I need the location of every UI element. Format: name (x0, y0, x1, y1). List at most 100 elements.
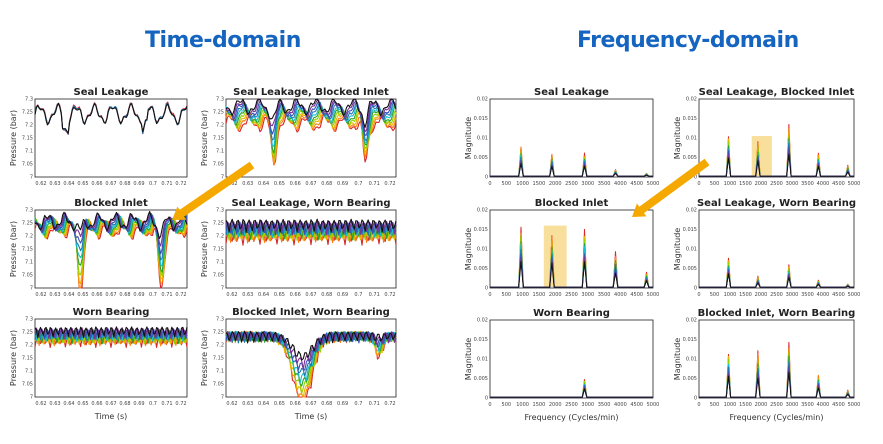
x-tick-label: 0.7 (354, 292, 362, 298)
series-line (490, 388, 653, 398)
x-tick-label: 0.71 (161, 181, 172, 187)
x-tick-label: 0.64 (258, 401, 269, 407)
x-tick-label: 0.71 (369, 292, 380, 298)
x-tick-label: 1500 (739, 181, 752, 187)
x-tick-label: 500 (502, 181, 512, 187)
y-tick-label: 0.02 (477, 97, 488, 103)
y-tick-label: 0.005 (474, 376, 488, 382)
x-tick-label: 0.64 (63, 181, 74, 187)
x-tick-label: 1500 (533, 181, 546, 187)
y-tick-label: 0.01 (686, 247, 697, 253)
freq-panel-5: Worn Bearing 0 0.005 0.01 0.015 0.02 0 500 1000 1… (464, 308, 659, 422)
x-tick-label: 0.66 (290, 181, 301, 187)
x-tick-label: 0.72 (384, 181, 395, 187)
time-panel-title: Seal Leakage (74, 87, 149, 98)
x-axis-label: Time (s) (294, 412, 328, 421)
y-tick-label: 7.25 (213, 330, 224, 336)
x-tick-label: 0.62 (35, 401, 46, 407)
freq-panel-title: Blocked Inlet, Worn Bearing (698, 308, 856, 319)
y-tick-label: 7.15 (22, 356, 33, 362)
y-tick-label: 0.005 (474, 266, 488, 272)
series-line (490, 260, 653, 288)
series-line (34, 214, 188, 261)
x-tick-label: 0 (488, 292, 491, 298)
x-tick-label: 4000 (817, 402, 830, 408)
x-axis-label: Time (s) (94, 412, 128, 421)
y-tick-label: 7.2 (216, 234, 224, 240)
x-tick-label: 5000 (848, 292, 861, 298)
x-tick-label: 0.71 (161, 401, 172, 407)
x-tick-label: 0 (697, 292, 700, 298)
x-tick-label: 0.65 (77, 401, 88, 407)
x-tick-label: 3000 (581, 292, 594, 298)
y-axis-label: Magnitude (464, 117, 473, 159)
x-tick-label: 0.67 (305, 401, 316, 407)
x-tick-label: 2000 (755, 292, 768, 298)
x-tick-label: 0.69 (337, 292, 348, 298)
y-tick-label: 0 (485, 396, 488, 402)
y-tick-label: 7.2 (216, 123, 224, 129)
y-tick-label: 0.02 (686, 318, 697, 324)
time-panel-6: Blocked Inlet, Worn Bearing 7 7.05 7.1 7.15 7… (200, 307, 397, 421)
y-axis-label: Pressure (bar) (9, 221, 18, 277)
x-tick-label: 0.67 (305, 181, 316, 187)
x-tick-label: 0.63 (242, 181, 253, 187)
x-tick-label: 1000 (724, 181, 737, 187)
x-tick-label: 0.69 (337, 181, 348, 187)
x-tick-label: 4000 (614, 292, 627, 298)
y-tick-label: 0.01 (477, 357, 488, 363)
y-tick-label: 7.1 (216, 369, 224, 375)
x-tick-label: 4500 (832, 181, 845, 187)
y-tick-label: 7.3 (25, 317, 33, 323)
x-tick-label: 0.65 (274, 181, 285, 187)
y-tick-label: 7.15 (22, 136, 33, 142)
x-tick-label: 3000 (786, 292, 799, 298)
x-tick-label: 0.63 (242, 401, 253, 407)
series-line (34, 334, 188, 347)
x-tick-label: 0.72 (384, 292, 395, 298)
x-tick-label: 3500 (598, 292, 611, 298)
y-tick-label: 0.015 (683, 227, 697, 233)
y-tick-label: 0 (694, 396, 697, 402)
x-tick-label: 4000 (817, 181, 830, 187)
y-tick-label: 7.1 (216, 149, 224, 155)
freq-panel-2: Seal Leakage, Blocked Inlet 0 0.005 0.01 0.0… (673, 87, 860, 187)
x-tick-label: 4500 (832, 292, 845, 298)
x-tick-label: 4500 (630, 292, 643, 298)
y-tick-label: 0.01 (686, 136, 697, 142)
y-tick-label: 0.015 (474, 337, 488, 343)
x-tick-label: 0.69 (337, 401, 348, 407)
y-tick-label: 7.25 (22, 221, 33, 227)
y-axis-label: Pressure (bar) (200, 221, 209, 277)
x-tick-label: 4500 (630, 402, 643, 408)
y-tick-label: 7.15 (213, 356, 224, 362)
x-tick-label: 0.71 (369, 181, 380, 187)
x-tick-label: 0.68 (321, 181, 332, 187)
y-tick-label: 7.05 (22, 382, 33, 388)
x-tick-label: 0.72 (175, 401, 186, 407)
y-tick-label: 7.25 (22, 330, 33, 336)
y-tick-label: 0.005 (474, 155, 488, 161)
x-tick-label: 2500 (565, 402, 578, 408)
x-tick-label: 1500 (739, 292, 752, 298)
series-line (34, 212, 188, 255)
x-tick-label: 0.69 (133, 181, 144, 187)
freq-panel-title: Seal Leakage, Blocked Inlet (699, 87, 855, 98)
y-axis-label: Pressure (bar) (200, 110, 209, 166)
y-tick-label: 7.2 (25, 234, 33, 240)
x-tick-label: 0.63 (242, 292, 253, 298)
y-tick-label: 7.05 (22, 162, 33, 168)
x-tick-label: 2500 (770, 292, 783, 298)
freq-panel-title: Seal Leakage, Worn Bearing (697, 198, 856, 209)
x-tick-label: 5000 (647, 402, 660, 408)
x-tick-label: 5000 (848, 181, 861, 187)
freq-panel-4: Seal Leakage, Worn Bearing 0 0.005 0.01 0.01… (673, 198, 860, 298)
x-tick-label: 0.66 (91, 401, 102, 407)
series-line (34, 212, 188, 247)
series-line (34, 210, 188, 240)
y-tick-label: 0.02 (686, 97, 697, 103)
x-tick-label: 0.63 (49, 292, 60, 298)
